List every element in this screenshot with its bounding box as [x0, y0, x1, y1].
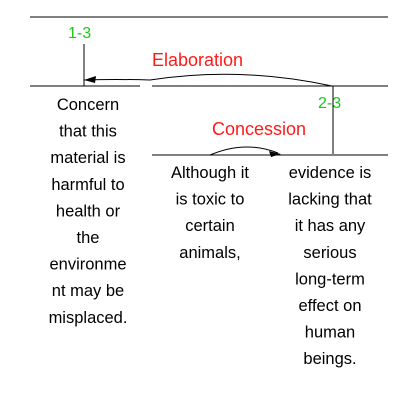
segment-line: nt may be — [52, 282, 124, 300]
segment-line: human — [305, 324, 355, 342]
segment-line: serious — [303, 244, 356, 262]
segment-line: Although it — [171, 164, 249, 182]
inner-span-label: 2-3 — [318, 95, 341, 112]
segment-line: is toxic to — [176, 191, 245, 209]
segment-line: lacking that — [288, 191, 372, 209]
segment-line: animals, — [179, 244, 240, 262]
segment-line: harmful to — [51, 176, 124, 194]
segment-1-text: Concern that this material is harmful to hea… — [49, 96, 128, 327]
segment-line: that this — [59, 123, 117, 141]
segment-line: certain — [185, 217, 235, 235]
top-span-label: 1-3 — [68, 25, 91, 42]
segment-line: effect on — [299, 297, 362, 315]
concession-label: Concession — [212, 119, 306, 139]
segment-line: environme — [49, 256, 126, 274]
segment-line: misplaced. — [49, 309, 128, 327]
elaboration-arc — [83, 73, 333, 87]
segment-line: material is — [50, 149, 125, 167]
concession-arrowhead — [269, 151, 281, 157]
segment-line: beings. — [303, 350, 356, 368]
segment-2-text: Although it is toxic to certain animals, — [171, 164, 249, 262]
segment-line: it has any — [295, 217, 366, 235]
segment-line: evidence is — [289, 164, 372, 182]
elaboration-label: Elaboration — [152, 50, 243, 70]
segment-line: the — [77, 229, 100, 247]
segment-line: long-term — [295, 270, 365, 288]
elaboration-arrowhead — [84, 76, 96, 83]
segment-line: Concern — [57, 96, 119, 114]
concession-arc — [209, 146, 279, 156]
segment-3-text: evidence is lacking that it has any serious… — [288, 164, 372, 368]
segment-line: health or — [56, 202, 121, 220]
